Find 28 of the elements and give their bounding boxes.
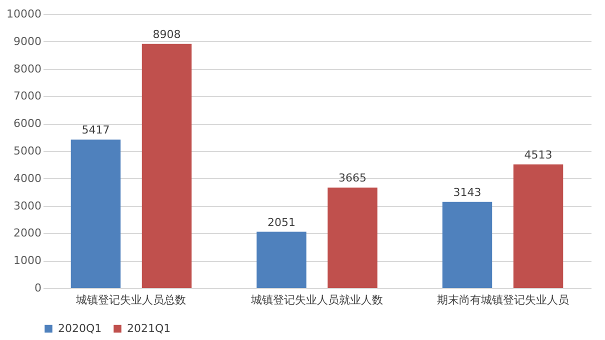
y-tick-label: 3000 <box>14 199 42 212</box>
bar <box>328 188 378 288</box>
y-tick-label: 10000 <box>6 8 42 20</box>
y-tick-label: 8000 <box>14 62 42 76</box>
bar <box>442 202 492 288</box>
data-label: 8908 <box>152 28 181 41</box>
x-tick-label: 期末尚有城镇登记失业人员 <box>436 294 569 306</box>
data-label: 5417 <box>82 124 110 137</box>
y-tick-label: 1000 <box>14 254 42 268</box>
y-tick-label: 2000 <box>14 226 42 240</box>
bar <box>256 232 306 288</box>
data-label: 4513 <box>524 148 552 162</box>
data-label: 2051 <box>267 216 296 229</box>
bar <box>142 44 192 288</box>
legend-label: 2020Q1 <box>58 322 102 335</box>
data-label: 3665 <box>338 172 367 185</box>
x-tick-label: 城镇登记失业人员就业人数 <box>250 294 383 306</box>
y-tick-label: 4000 <box>14 172 42 185</box>
y-tick-label: 7000 <box>14 90 42 103</box>
x-tick-label: 城镇登记失业人员总数 <box>75 294 186 306</box>
legend-label: 2021Q1 <box>127 322 171 335</box>
data-label: 3143 <box>453 186 482 199</box>
y-tick-label: 9000 <box>14 34 42 48</box>
bar <box>513 164 564 288</box>
bar <box>70 140 121 288</box>
y-tick-label: 6000 <box>14 117 42 130</box>
y-tick-label: 0 <box>34 282 42 294</box>
y-tick-label: 5000 <box>14 144 42 158</box>
